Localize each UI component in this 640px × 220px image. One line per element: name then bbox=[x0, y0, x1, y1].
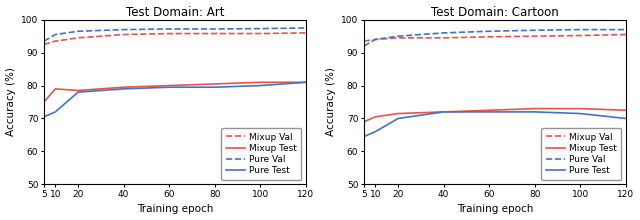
Pure Test bbox=[440, 111, 447, 113]
Mixup Test bbox=[165, 84, 173, 87]
Title: Test Domain: Art: Test Domain: Art bbox=[125, 6, 224, 18]
Pure Val bbox=[302, 27, 310, 29]
X-axis label: Training epoch: Training epoch bbox=[137, 204, 213, 214]
Mixup Test bbox=[302, 81, 310, 84]
Pure Test bbox=[165, 86, 173, 88]
Mixup Val bbox=[165, 32, 173, 35]
Y-axis label: Accuracy (%): Accuracy (%) bbox=[326, 68, 335, 136]
Pure Test bbox=[40, 116, 48, 118]
Pure Test bbox=[74, 91, 82, 94]
Pure Val bbox=[622, 28, 630, 31]
Mixup Val bbox=[622, 33, 630, 36]
Pure Val bbox=[440, 32, 447, 34]
Pure Val bbox=[165, 28, 173, 30]
Line: Mixup Test: Mixup Test bbox=[44, 82, 306, 102]
Mixup Val bbox=[394, 37, 402, 39]
Mixup Val bbox=[120, 33, 127, 36]
Mixup Val bbox=[485, 35, 493, 38]
Mixup Val bbox=[577, 34, 584, 37]
Legend: Mixup Val, Mixup Test, Pure Val, Pure Test: Mixup Val, Mixup Test, Pure Val, Pure Te… bbox=[541, 128, 621, 180]
Pure Test bbox=[257, 84, 264, 87]
Mixup Test bbox=[440, 111, 447, 113]
X-axis label: Training epoch: Training epoch bbox=[457, 204, 533, 214]
Pure Val bbox=[120, 28, 127, 31]
Pure Val bbox=[360, 45, 368, 47]
Mixup Test bbox=[51, 88, 59, 90]
Mixup Val bbox=[211, 32, 219, 35]
Mixup Val bbox=[440, 37, 447, 39]
Pure Val bbox=[577, 28, 584, 31]
Mixup Val bbox=[40, 43, 48, 46]
Pure Test bbox=[371, 130, 379, 133]
Mixup Val bbox=[531, 35, 539, 37]
Pure Test bbox=[577, 112, 584, 115]
Line: Pure Val: Pure Val bbox=[44, 28, 306, 41]
Mixup Test bbox=[120, 86, 127, 88]
Mixup Test bbox=[485, 109, 493, 112]
Pure Val bbox=[40, 40, 48, 42]
Mixup Test bbox=[40, 101, 48, 103]
Pure Val bbox=[211, 28, 219, 30]
Line: Mixup Val: Mixup Val bbox=[44, 33, 306, 44]
Mixup Val bbox=[360, 40, 368, 42]
Pure Val bbox=[371, 38, 379, 41]
Pure Val bbox=[485, 30, 493, 33]
Line: Pure Val: Pure Val bbox=[364, 30, 626, 46]
Mixup Test bbox=[394, 112, 402, 115]
Line: Pure Test: Pure Test bbox=[364, 112, 626, 137]
Legend: Mixup Val, Mixup Test, Pure Val, Pure Test: Mixup Val, Mixup Test, Pure Val, Pure Te… bbox=[221, 128, 301, 180]
Mixup Test bbox=[257, 81, 264, 84]
Y-axis label: Accuracy (%): Accuracy (%) bbox=[6, 68, 15, 136]
Pure Val bbox=[74, 30, 82, 33]
Pure Val bbox=[257, 27, 264, 30]
Pure Test bbox=[360, 135, 368, 138]
Pure Test bbox=[485, 111, 493, 113]
Pure Test bbox=[394, 117, 402, 120]
Title: Test Domain: Cartoon: Test Domain: Cartoon bbox=[431, 6, 559, 18]
Mixup Test bbox=[74, 89, 82, 92]
Line: Pure Test: Pure Test bbox=[44, 82, 306, 117]
Mixup Val bbox=[51, 40, 59, 42]
Pure Test bbox=[531, 111, 539, 113]
Mixup Test bbox=[211, 82, 219, 85]
Mixup Val bbox=[257, 32, 264, 35]
Mixup Test bbox=[360, 121, 368, 123]
Mixup Test bbox=[622, 109, 630, 112]
Pure Val bbox=[51, 33, 59, 36]
Mixup Val bbox=[371, 38, 379, 41]
Pure Val bbox=[531, 29, 539, 32]
Mixup Test bbox=[577, 107, 584, 110]
Line: Mixup Test: Mixup Test bbox=[364, 109, 626, 122]
Pure Test bbox=[211, 86, 219, 88]
Mixup Test bbox=[531, 107, 539, 110]
Line: Mixup Val: Mixup Val bbox=[364, 35, 626, 41]
Pure Test bbox=[51, 111, 59, 113]
Mixup Val bbox=[74, 37, 82, 39]
Pure Val bbox=[394, 35, 402, 37]
Mixup Val bbox=[302, 32, 310, 34]
Mixup Test bbox=[371, 116, 379, 118]
Pure Test bbox=[302, 81, 310, 84]
Pure Test bbox=[120, 88, 127, 90]
Pure Test bbox=[622, 117, 630, 120]
